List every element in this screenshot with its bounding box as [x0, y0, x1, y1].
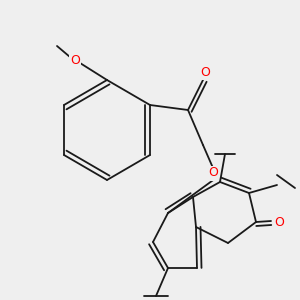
- Text: O: O: [208, 167, 218, 179]
- Text: O: O: [70, 53, 80, 67]
- Text: O: O: [274, 217, 284, 230]
- Text: O: O: [200, 65, 210, 79]
